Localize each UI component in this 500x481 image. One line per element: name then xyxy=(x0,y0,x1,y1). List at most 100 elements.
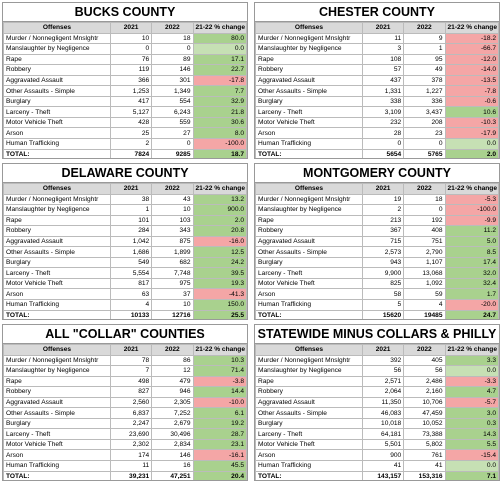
header-cell: Offenses xyxy=(3,22,111,34)
value-cell: 2,679 xyxy=(151,417,194,430)
value-cell: 2,064 xyxy=(361,386,405,398)
crime-table: Offenses 2021 2022 21-22 % change Murder / N… xyxy=(255,344,499,480)
value-cell: 20.4 xyxy=(192,470,247,480)
value-cell: 108 xyxy=(361,53,405,66)
value-cell: 5,554 xyxy=(109,267,153,279)
value-cell: 71.4 xyxy=(192,365,247,377)
offense-cell: Other Assaults - Simple xyxy=(3,407,111,419)
value-cell: 10.6 xyxy=(444,106,499,118)
value-cell: 7,748 xyxy=(151,267,194,279)
value-cell: 5,127 xyxy=(109,106,153,118)
value-cell: -17.8 xyxy=(192,74,247,87)
offense-cell: Larceny - Theft xyxy=(3,267,111,279)
value-cell: 1,107 xyxy=(403,256,446,269)
crime-table: Offenses 2021 2022 21-22 % change Murder / N… xyxy=(255,22,499,158)
value-cell: -13.5 xyxy=(444,74,499,87)
crime-table: Offenses 2021 2022 21-22 % change Murder / N… xyxy=(3,22,247,158)
offense-cell: Burglary xyxy=(255,256,363,269)
header-row: Offenses 2021 2022 21-22 % change xyxy=(3,22,247,34)
data-row: Larceny - Theft 23,690 30,496 28.7 xyxy=(3,428,247,440)
value-cell: 208 xyxy=(403,116,446,129)
value-cell: 41 xyxy=(361,460,405,472)
data-row: Rape 2,571 2,486 -3.3 xyxy=(255,375,499,388)
table-panel: ALL "COLLAR" COUNTIES Offenses 2021 2022 21-… xyxy=(2,324,248,481)
value-cell: 23 xyxy=(403,127,446,139)
value-cell: 11.2 xyxy=(444,225,499,237)
value-cell: 825 xyxy=(361,277,405,290)
data-row: Manslaughter by Negligence 7 12 71.4 xyxy=(3,365,247,377)
panel-title: STATEWIDE MINUS COLLARS & PHILLY xyxy=(255,325,499,344)
offense-cell: Aggravated Assault xyxy=(3,396,111,409)
value-cell: 32.4 xyxy=(444,277,499,290)
value-cell: 76 xyxy=(109,53,153,66)
header-cell: 2021 xyxy=(109,22,153,34)
value-cell: 24.2 xyxy=(192,256,247,269)
offense-cell: Motor Vehicle Theft xyxy=(3,277,111,290)
offense-cell: Arson xyxy=(255,288,363,300)
offense-cell: Robbery xyxy=(255,64,363,76)
value-cell: 2,160 xyxy=(403,386,446,398)
offense-cell: Arson xyxy=(3,288,111,300)
value-cell: 0 xyxy=(151,138,194,150)
data-row: Burglary 2,247 2,679 19.2 xyxy=(3,417,247,430)
value-cell: 1,253 xyxy=(109,85,153,97)
value-cell: 1,686 xyxy=(109,246,153,258)
value-cell: 392 xyxy=(361,354,405,367)
total-row: TOTAL: 15620 19485 24.7 xyxy=(255,309,499,319)
value-cell: -20.0 xyxy=(444,299,499,311)
data-row: Other Assaults - Simple 1,686 1,899 12.5 xyxy=(3,246,247,258)
offense-cell: Human Trafficking xyxy=(3,299,111,311)
value-cell: 9285 xyxy=(151,148,194,158)
value-cell: 30.6 xyxy=(192,116,247,129)
value-cell: 4 xyxy=(109,299,153,311)
value-cell: -15.4 xyxy=(444,449,499,461)
value-cell: 549 xyxy=(109,256,153,269)
offense-cell: Rape xyxy=(3,214,111,227)
value-cell: 5 xyxy=(361,299,405,311)
value-cell: 47,459 xyxy=(403,407,446,419)
offense-cell: Rape xyxy=(3,375,111,388)
value-cell: 7,252 xyxy=(151,407,194,419)
value-cell: 213 xyxy=(361,214,405,227)
data-row: Burglary 10,018 10,052 0.3 xyxy=(255,417,499,430)
header-cell: 2021 xyxy=(361,183,405,195)
data-row: Larceny - Theft 5,554 7,748 39.5 xyxy=(3,267,247,279)
offense-cell: Burglary xyxy=(255,95,363,108)
value-cell: 682 xyxy=(151,256,194,269)
data-row: Aggravated Assault 437 378 -13.5 xyxy=(255,74,499,87)
value-cell: 19485 xyxy=(403,309,446,319)
data-row: Murder / Nonnegligent Mnslghtr 11 9 -18.2 xyxy=(255,32,499,45)
crime-table: Offenses 2021 2022 21-22 % change Murder / N… xyxy=(3,344,247,480)
value-cell: 301 xyxy=(151,74,194,87)
value-cell: -10.0 xyxy=(192,396,247,409)
total-row: TOTAL: 39,231 47,251 20.4 xyxy=(3,470,247,480)
total-row: TOTAL: 5654 5765 2.0 xyxy=(255,148,499,158)
data-row: Rape 108 95 -12.0 xyxy=(255,53,499,66)
value-cell: -41.3 xyxy=(192,288,247,300)
offense-cell: Burglary xyxy=(255,417,363,430)
value-cell: -18.2 xyxy=(444,32,499,45)
data-row: Manslaughter by Negligence 3 1 -66.7 xyxy=(255,43,499,55)
header-row: Offenses 2021 2022 21-22 % change xyxy=(3,183,247,195)
data-row: Motor Vehicle Theft 5,501 5,802 5.5 xyxy=(255,438,499,451)
value-cell: -0.6 xyxy=(444,95,499,108)
data-row: Murder / Nonnegligent Mnslghtr 38 43 13.2 xyxy=(3,193,247,206)
data-row: Motor Vehicle Theft 817 975 19.3 xyxy=(3,277,247,290)
data-row: Aggravated Assault 366 301 -17.8 xyxy=(3,74,247,87)
value-cell: 10 xyxy=(151,299,194,311)
data-row: Arson 900 761 -15.4 xyxy=(255,449,499,461)
header-cell: 21-22 % change xyxy=(192,183,247,195)
data-row: Human Trafficking 5 4 -20.0 xyxy=(255,299,499,311)
header-cell: 21-22 % change xyxy=(192,344,247,356)
value-cell: 10,706 xyxy=(403,396,446,409)
value-cell: 24.7 xyxy=(444,309,499,319)
value-cell: 5654 xyxy=(361,148,405,158)
offense-cell: Manslaughter by Negligence xyxy=(255,43,363,55)
value-cell: 2.0 xyxy=(192,214,247,227)
value-cell: 19.2 xyxy=(192,417,247,430)
value-cell: 101 xyxy=(109,214,153,227)
value-cell: 975 xyxy=(151,277,194,290)
offense-cell: Arson xyxy=(255,127,363,139)
crime-table: Offenses 2021 2022 21-22 % change Murder / N… xyxy=(3,183,247,319)
